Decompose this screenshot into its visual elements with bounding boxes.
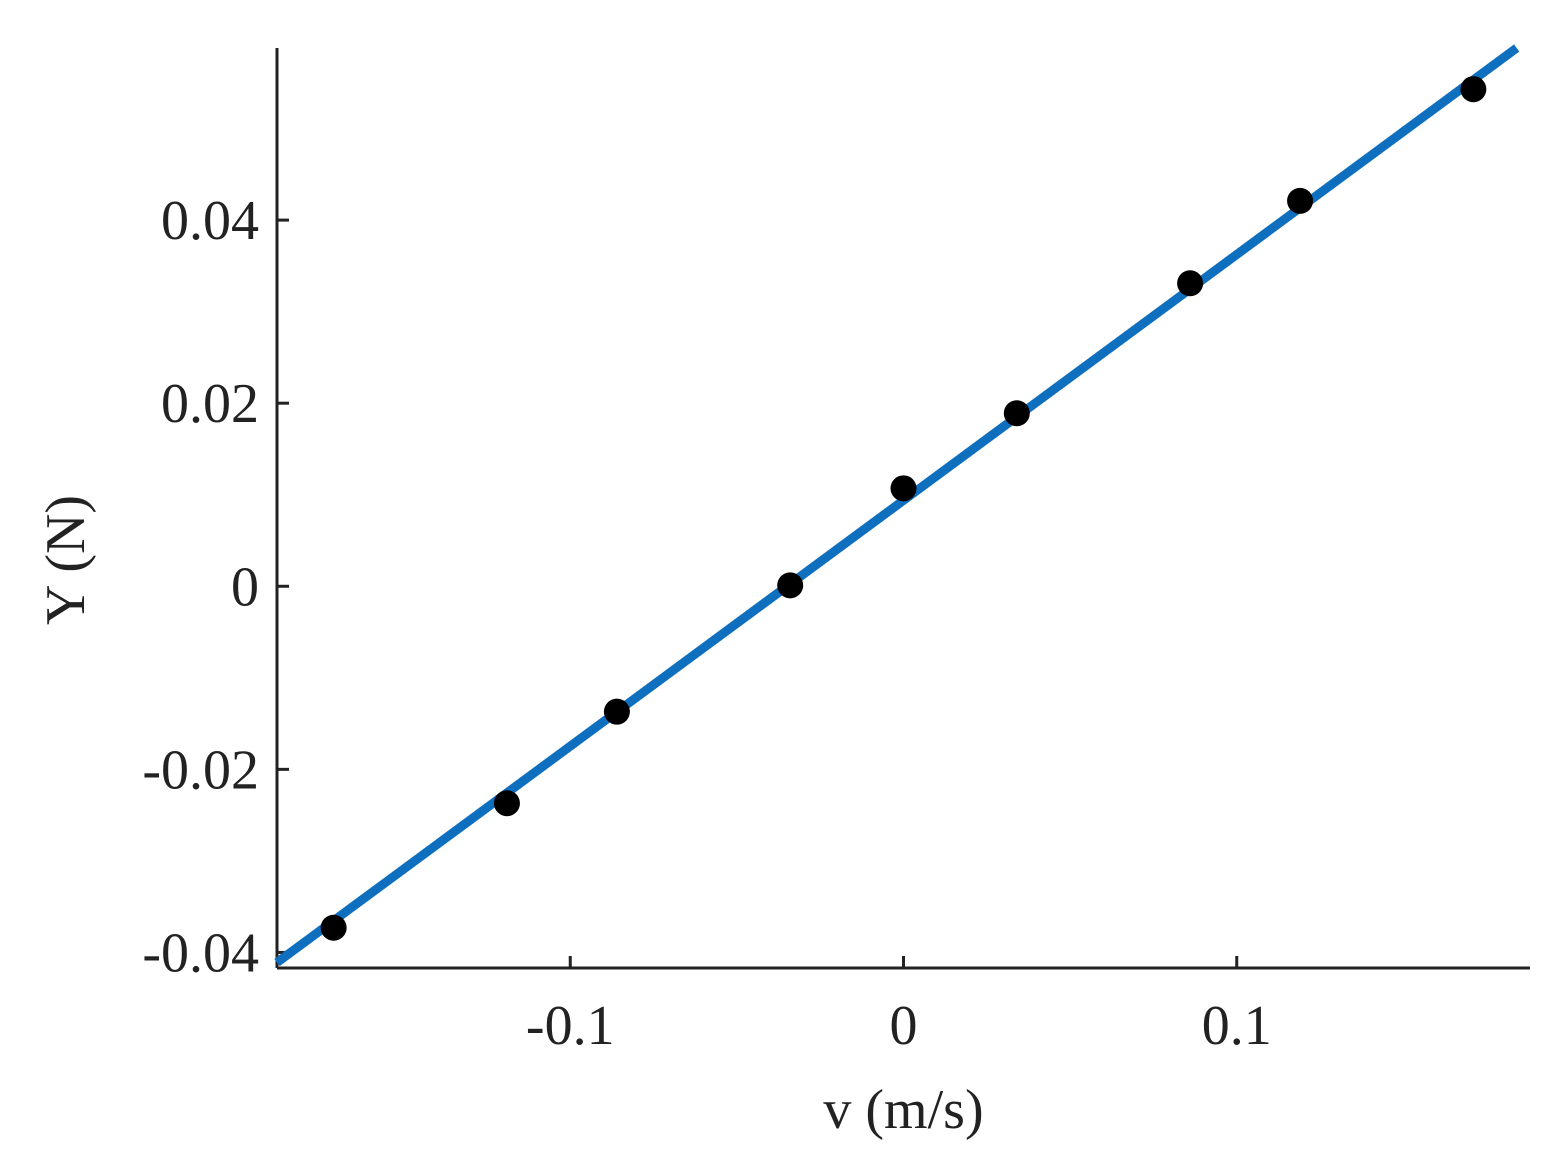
- x-tick-label: -0.1: [526, 995, 615, 1057]
- y-tick-label: 0: [231, 556, 259, 618]
- x-tick-label: 0: [890, 995, 918, 1057]
- data-points-group: [320, 76, 1487, 941]
- data-point: [603, 698, 630, 725]
- x-tick-label: 0.1: [1202, 995, 1272, 1057]
- data-point: [1177, 270, 1204, 297]
- tick-group: -0.1 0 0.1 -0.04 -0.02 0 0.02 0.04: [142, 190, 1271, 1057]
- fit-line-group: [274, 44, 1520, 967]
- data-point: [890, 475, 917, 502]
- y-tick-label: 0.02: [161, 373, 259, 435]
- data-point: [320, 914, 347, 941]
- data-point: [493, 790, 520, 817]
- data-point: [1003, 400, 1030, 427]
- data-point: [1460, 76, 1487, 103]
- x-axis-label: v (m/s): [823, 1079, 983, 1141]
- y-axis-label: Y (N): [35, 495, 97, 625]
- y-tick-label: -0.04: [142, 922, 259, 984]
- data-point: [1287, 187, 1314, 214]
- y-tick-label: -0.02: [142, 739, 259, 801]
- y-tick-label: 0.04: [161, 190, 259, 252]
- data-point: [777, 572, 804, 599]
- axes: [275, 48, 1530, 970]
- fit-line: [274, 44, 1520, 967]
